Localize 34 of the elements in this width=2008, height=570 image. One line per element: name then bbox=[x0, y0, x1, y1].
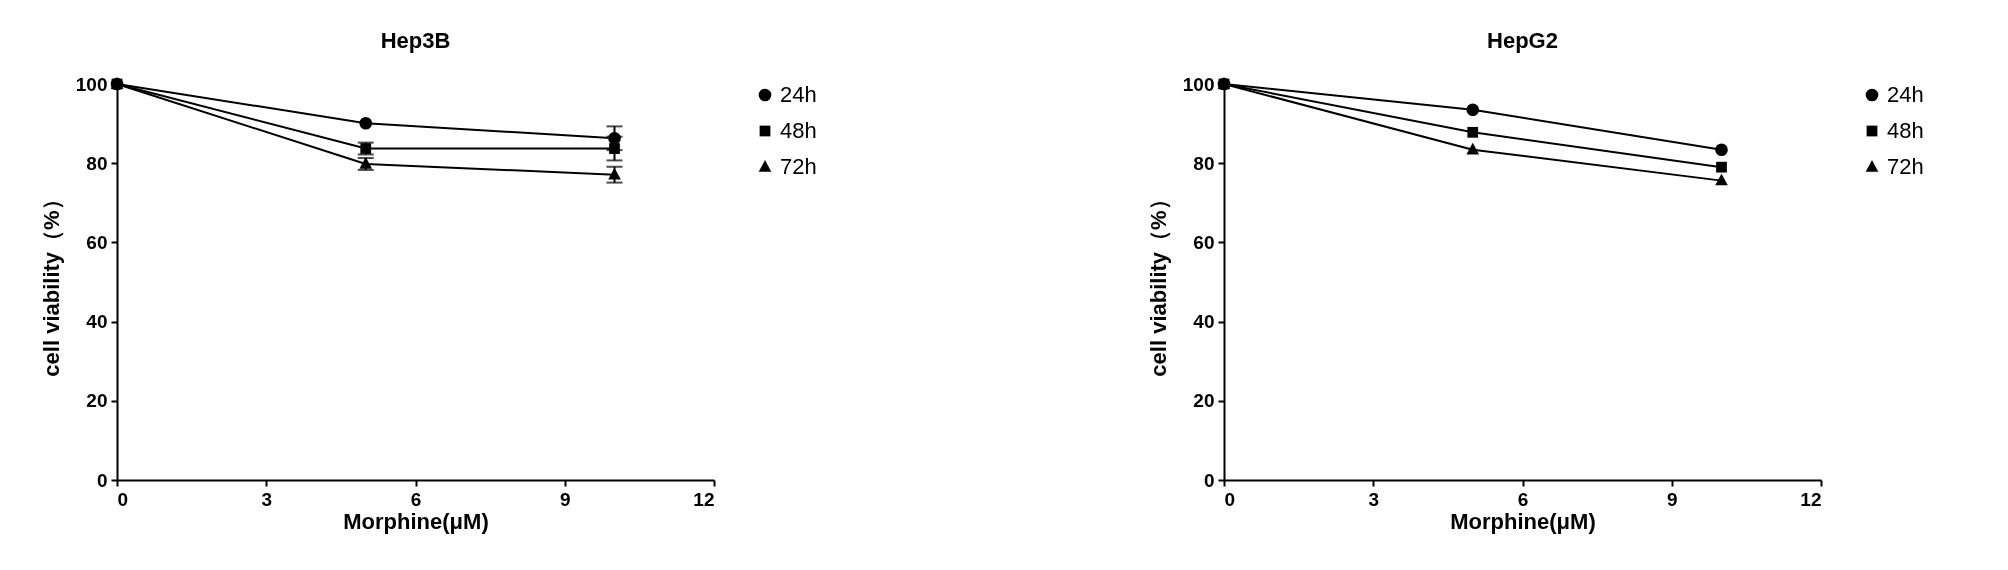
y-tick-label: 20 bbox=[1193, 390, 1215, 412]
y-tick-label: 0 bbox=[1203, 469, 1215, 491]
x-tick-label: 6 bbox=[1517, 488, 1529, 510]
y-tick-label: 0 bbox=[96, 469, 108, 491]
y-tick-label: 20 bbox=[86, 390, 108, 412]
x-tick-label: 3 bbox=[261, 488, 273, 510]
y-tick-label: 60 bbox=[1193, 231, 1215, 253]
legend-label: 72h bbox=[780, 154, 817, 179]
y-tick-label: 80 bbox=[86, 152, 108, 174]
chart-title: Hep3B bbox=[380, 28, 451, 53]
x-tick-label: 9 bbox=[559, 488, 571, 510]
legend-label: 24h bbox=[1887, 82, 1924, 107]
y-tick-label: 100 bbox=[75, 73, 108, 95]
legend-label: 48h bbox=[1887, 118, 1924, 143]
x-axis-title: Morphine(μM) bbox=[343, 508, 489, 534]
x-tick-label: 9 bbox=[1666, 488, 1678, 510]
y-axis-title: cell viability（%） bbox=[38, 188, 64, 377]
chart-title: HepG2 bbox=[1487, 28, 1558, 53]
legend-label: 24h bbox=[780, 82, 817, 107]
x-tick-label: 12 bbox=[1800, 488, 1822, 510]
x-tick-label: 12 bbox=[693, 488, 715, 510]
y-tick-label: 100 bbox=[1182, 73, 1215, 95]
x-tick-label: 0 bbox=[1224, 488, 1236, 510]
x-tick-label: 6 bbox=[410, 488, 422, 510]
y-tick-label: 40 bbox=[86, 311, 108, 333]
y-tick-label: 40 bbox=[1193, 311, 1215, 333]
legend-label: 72h bbox=[1887, 154, 1924, 179]
x-axis-title: Morphine(μM) bbox=[1450, 508, 1596, 534]
x-tick-label: 0 bbox=[117, 488, 129, 510]
y-tick-label: 80 bbox=[1193, 152, 1215, 174]
y-tick-label: 60 bbox=[86, 231, 108, 253]
legend-label: 48h bbox=[780, 118, 817, 143]
x-tick-label: 3 bbox=[1368, 488, 1380, 510]
y-axis-title: cell viability（%） bbox=[1145, 188, 1171, 377]
